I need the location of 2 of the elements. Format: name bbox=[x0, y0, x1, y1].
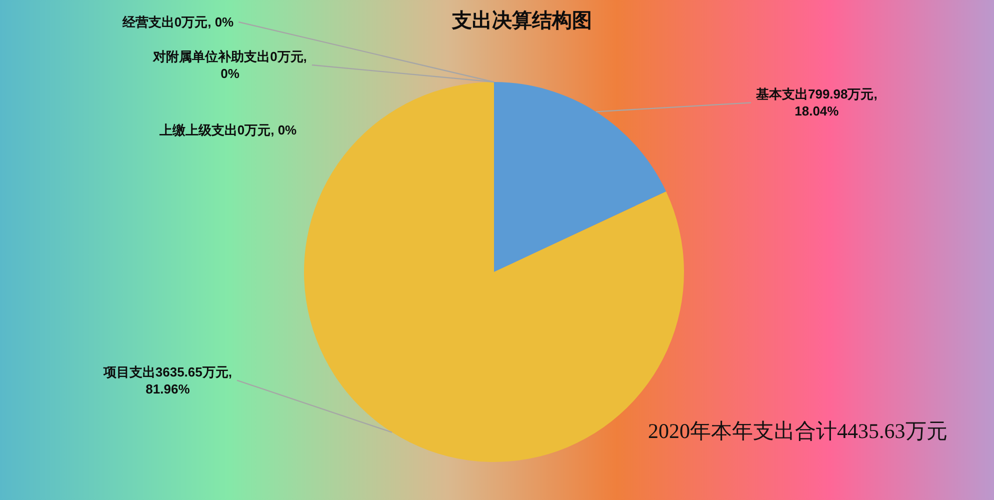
annotation: 2020年本年支出合计4435.63万元 bbox=[648, 419, 948, 443]
title: 支出决算结构图 bbox=[452, 10, 592, 32]
